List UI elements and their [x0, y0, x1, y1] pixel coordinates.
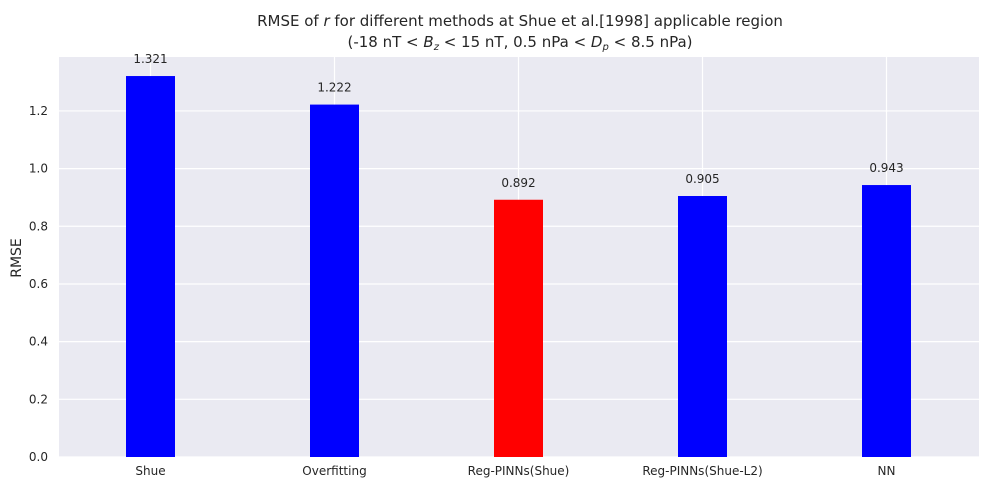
y-tick-label: 0.6 [29, 277, 48, 291]
x-tick-label: Reg-PINNs(Shue-L2) [642, 464, 762, 478]
bar-value-label: 0.892 [501, 176, 535, 190]
bar-value-label: 0.905 [685, 172, 719, 186]
x-tick-label: Shue [135, 464, 165, 478]
bar [126, 76, 175, 458]
bar [862, 185, 911, 457]
y-tick-label: 0.2 [29, 392, 48, 406]
y-axis-label: RMSE [9, 238, 25, 278]
y-tick-label: 1.0 [29, 162, 48, 176]
x-tick-label: Overfitting [302, 464, 366, 478]
x-tick-label: NN [878, 464, 896, 478]
chart-title-line2: (-18 nT < Bz < 15 nT, 0.5 nPa < Dp < 8.5… [348, 33, 693, 53]
x-tick-label: Reg-PINNs(Shue) [468, 464, 570, 478]
y-tick-label: 0.4 [29, 335, 48, 349]
y-axis-ticks: 0.0 0.2 0.4 0.6 0.8 1.0 1.2 [29, 104, 48, 464]
bar [494, 199, 543, 457]
bar-value-label: 1.222 [317, 81, 351, 95]
data-labels: 1.321 1.222 0.892 0.905 0.943 [133, 52, 903, 190]
chart-title-line1: RMSE of r for different methods at Shue … [257, 12, 783, 30]
y-tick-label: 1.2 [29, 104, 48, 118]
y-tick-label: 0.0 [29, 450, 48, 464]
bar [678, 196, 727, 457]
bar-value-label: 0.943 [869, 161, 903, 175]
bar-value-label: 1.321 [133, 52, 167, 66]
y-tick-label: 0.8 [29, 219, 48, 233]
bars [126, 76, 911, 458]
x-axis-ticks: Shue Overfitting Reg-PINNs(Shue) Reg-PINNs(… [135, 464, 895, 478]
bar [310, 104, 359, 457]
